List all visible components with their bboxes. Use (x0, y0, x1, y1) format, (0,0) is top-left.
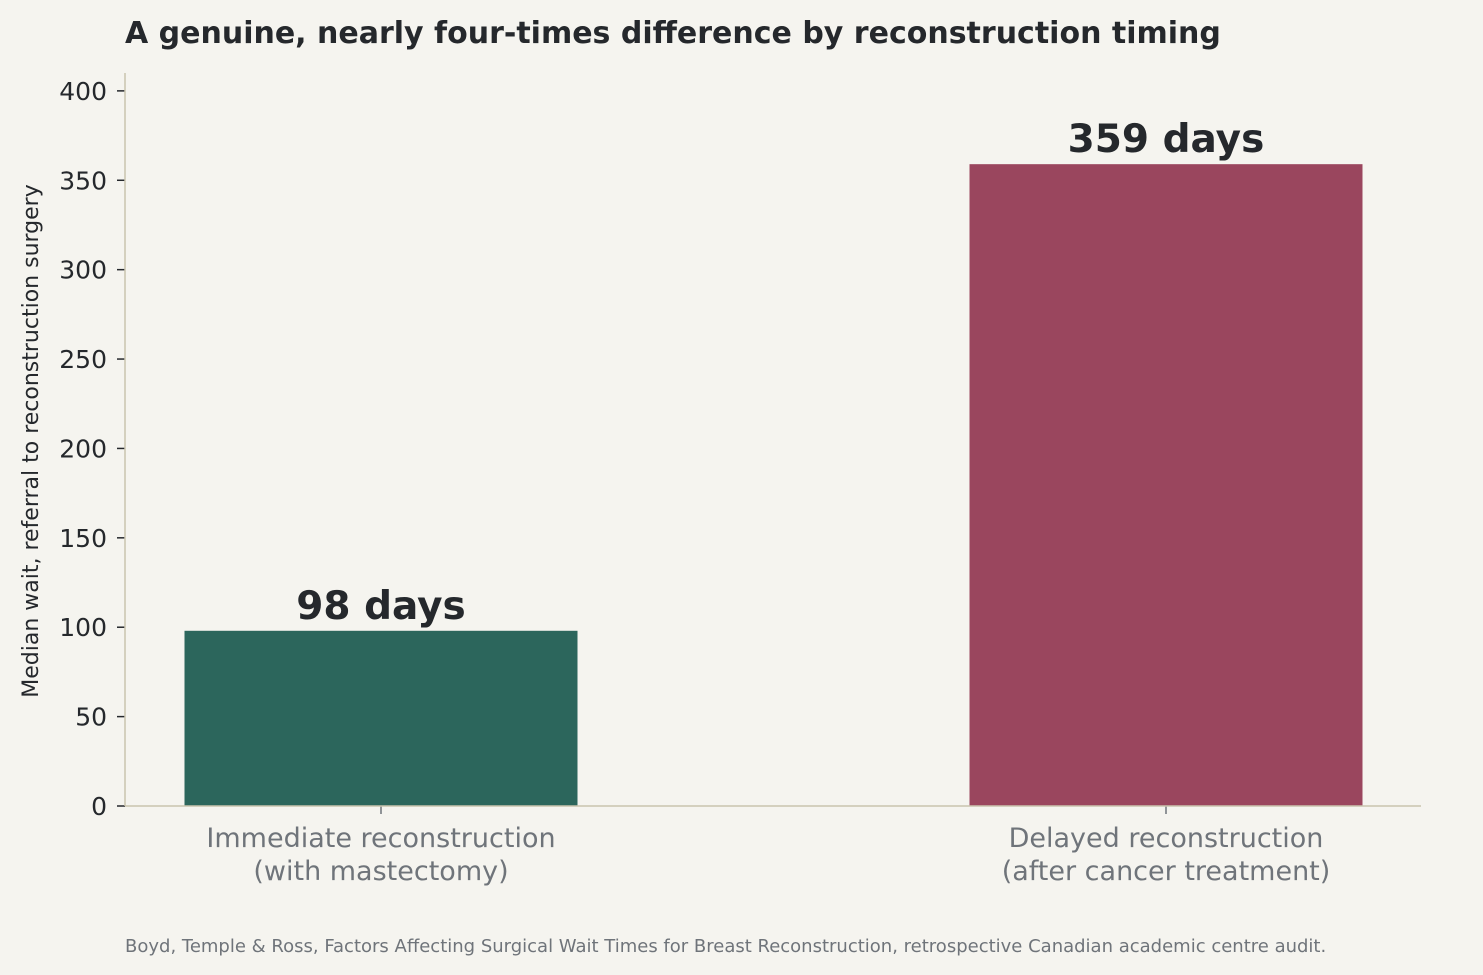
bar-data-label: 359 days (1068, 117, 1265, 162)
bars (184, 164, 1363, 807)
chart-title: A genuine, nearly four-times difference … (125, 16, 1221, 51)
bar (184, 630, 578, 806)
x-tick-label: (with mastectomy) (253, 856, 508, 887)
y-tick-label: 300 (59, 256, 107, 285)
y-tick-label: 0 (91, 792, 107, 821)
x-tick-label: Delayed reconstruction (1009, 823, 1324, 854)
y-tick-label: 100 (59, 613, 107, 642)
y-tick-label: 350 (59, 166, 107, 195)
x-tick-label: Immediate reconstruction (206, 823, 555, 854)
y-axis-ticks: 0 50 100 150 200 250 300 350 400 (59, 77, 125, 821)
bar (969, 164, 1363, 807)
y-tick-label: 250 (59, 345, 107, 374)
source-note: Boyd, Temple & Ross, Factors Affecting S… (125, 936, 1326, 957)
y-tick-label: 400 (59, 77, 107, 106)
y-tick-label: 150 (59, 524, 107, 553)
bar-data-label: 98 days (296, 584, 466, 629)
data-labels: 98 days 359 days (296, 117, 1264, 629)
x-axis-ticks: Immediate reconstruction(with mastectomy… (206, 806, 1330, 887)
y-tick-label: 200 (59, 434, 107, 463)
y-tick-label: 50 (75, 703, 107, 732)
x-tick-label: (after cancer treatment) (1002, 856, 1331, 887)
y-axis-label: Median wait, referral to reconstruction … (19, 184, 44, 698)
